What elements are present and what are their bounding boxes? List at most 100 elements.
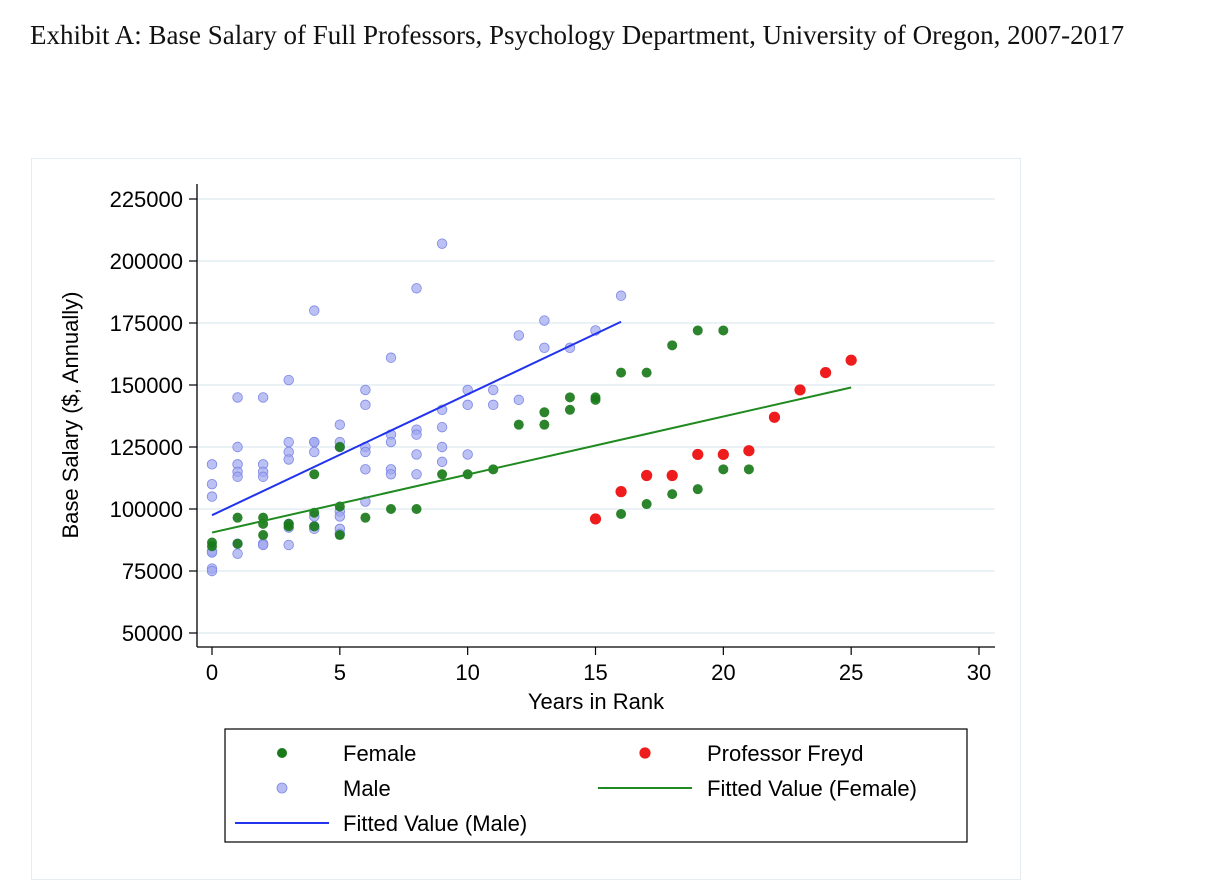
female-point: [718, 464, 729, 475]
female-point: [539, 419, 550, 430]
freyd-point: [820, 367, 832, 379]
axes: [196, 184, 995, 648]
y-tick-label: 200000: [110, 249, 183, 274]
y-tick-label: 125000: [110, 435, 183, 460]
male-point: [360, 399, 371, 411]
male-point: [334, 419, 346, 430]
female-point: [309, 469, 320, 480]
male-point: [283, 374, 294, 386]
male-point: [206, 479, 218, 490]
female-point: [667, 489, 678, 500]
female-point: [258, 530, 269, 541]
legend-box: [224, 728, 968, 843]
male-point: [206, 565, 218, 577]
female-point: [232, 538, 243, 549]
female-points: [207, 325, 754, 552]
male-point: [411, 449, 422, 460]
y-tick-label: 50000: [122, 621, 183, 646]
freyd-point: [641, 469, 653, 482]
female-point: [616, 367, 627, 378]
legend-label: Fitted Value (Female): [707, 776, 917, 801]
male-point: [257, 392, 269, 403]
female-point: [539, 407, 550, 418]
legend-label: Female: [343, 741, 416, 766]
freyd-point: [717, 448, 729, 461]
legend: Female Professor Freyd Male Fitted Value (F…: [224, 728, 968, 843]
male-point: [232, 471, 243, 482]
female-point: [718, 325, 729, 336]
male-point: [232, 548, 243, 559]
male-point: [488, 399, 499, 411]
fitted-line-female: [211, 386, 852, 534]
x-tick-label: 5: [334, 660, 346, 685]
female-point: [692, 325, 703, 336]
female-point: [232, 512, 243, 523]
female-point: [360, 512, 371, 523]
male-point: [411, 283, 422, 294]
male-point: [283, 539, 294, 551]
legend-marker: [276, 782, 288, 794]
male-point: [539, 315, 550, 326]
female-point: [283, 521, 294, 532]
male-point: [232, 392, 243, 403]
y-tick-label: 175000: [110, 311, 183, 336]
freyd-point: [743, 445, 755, 457]
female-point: [564, 392, 575, 403]
freyd-point: [615, 486, 627, 498]
freyd-point: [666, 469, 678, 482]
x-tick-label: 30: [967, 660, 991, 685]
male-point: [385, 469, 397, 480]
y-tick-label: 150000: [110, 373, 183, 398]
y-tick-label: 225000: [110, 187, 183, 212]
professor-freyd-points: [589, 354, 857, 525]
female-point: [309, 521, 320, 532]
male-point: [488, 384, 499, 396]
x-tick-label: 10: [455, 660, 479, 685]
chart-title: Exhibit A: Base Salary of Full Professor…: [30, 20, 1125, 50]
male-point: [360, 384, 371, 396]
x-tick-label: 25: [839, 660, 863, 685]
male-point: [411, 469, 422, 480]
legend-label: Fitted Value (Male): [343, 811, 527, 836]
male-point: [385, 352, 397, 363]
male-point: [513, 394, 525, 406]
male-point: [385, 436, 397, 448]
male-point: [360, 464, 371, 475]
y-ticks: 50000 75000 100000 125000 150000 175000 200000…: [110, 187, 197, 646]
female-point: [692, 484, 703, 495]
freyd-point: [845, 354, 857, 366]
male-points: [206, 238, 627, 577]
male-point: [436, 238, 448, 249]
x-tick-label: 15: [583, 660, 607, 685]
female-point: [641, 499, 652, 510]
male-point: [513, 330, 525, 341]
male-point: [257, 539, 269, 551]
x-tick-label: 20: [711, 660, 735, 685]
male-point: [283, 436, 294, 448]
legend-label: Male: [343, 776, 391, 801]
male-point: [283, 454, 294, 465]
legend-entries: Female Professor Freyd Male Fitted Value (F…: [235, 741, 917, 836]
male-point: [360, 446, 371, 458]
y-tick-label: 75000: [122, 559, 183, 584]
male-point: [462, 399, 473, 411]
female-point: [667, 340, 678, 351]
male-point: [309, 436, 320, 448]
male-point: [436, 421, 448, 433]
freyd-point: [794, 384, 806, 396]
female-point: [513, 419, 524, 430]
fitted-lines: [211, 320, 852, 534]
male-point: [232, 441, 243, 453]
female-point: [207, 541, 217, 552]
x-ticks: 0 5 10 15 20 25 30: [206, 647, 991, 685]
x-tick-label: 0: [206, 660, 218, 685]
gridlines: [197, 198, 995, 634]
fitted-line-male: [211, 320, 622, 517]
legend-label: Professor Freyd: [707, 741, 864, 766]
female-point: [616, 508, 627, 519]
female-point: [334, 530, 345, 541]
male-point: [539, 342, 550, 354]
male-point: [436, 456, 448, 468]
male-point: [436, 441, 448, 453]
